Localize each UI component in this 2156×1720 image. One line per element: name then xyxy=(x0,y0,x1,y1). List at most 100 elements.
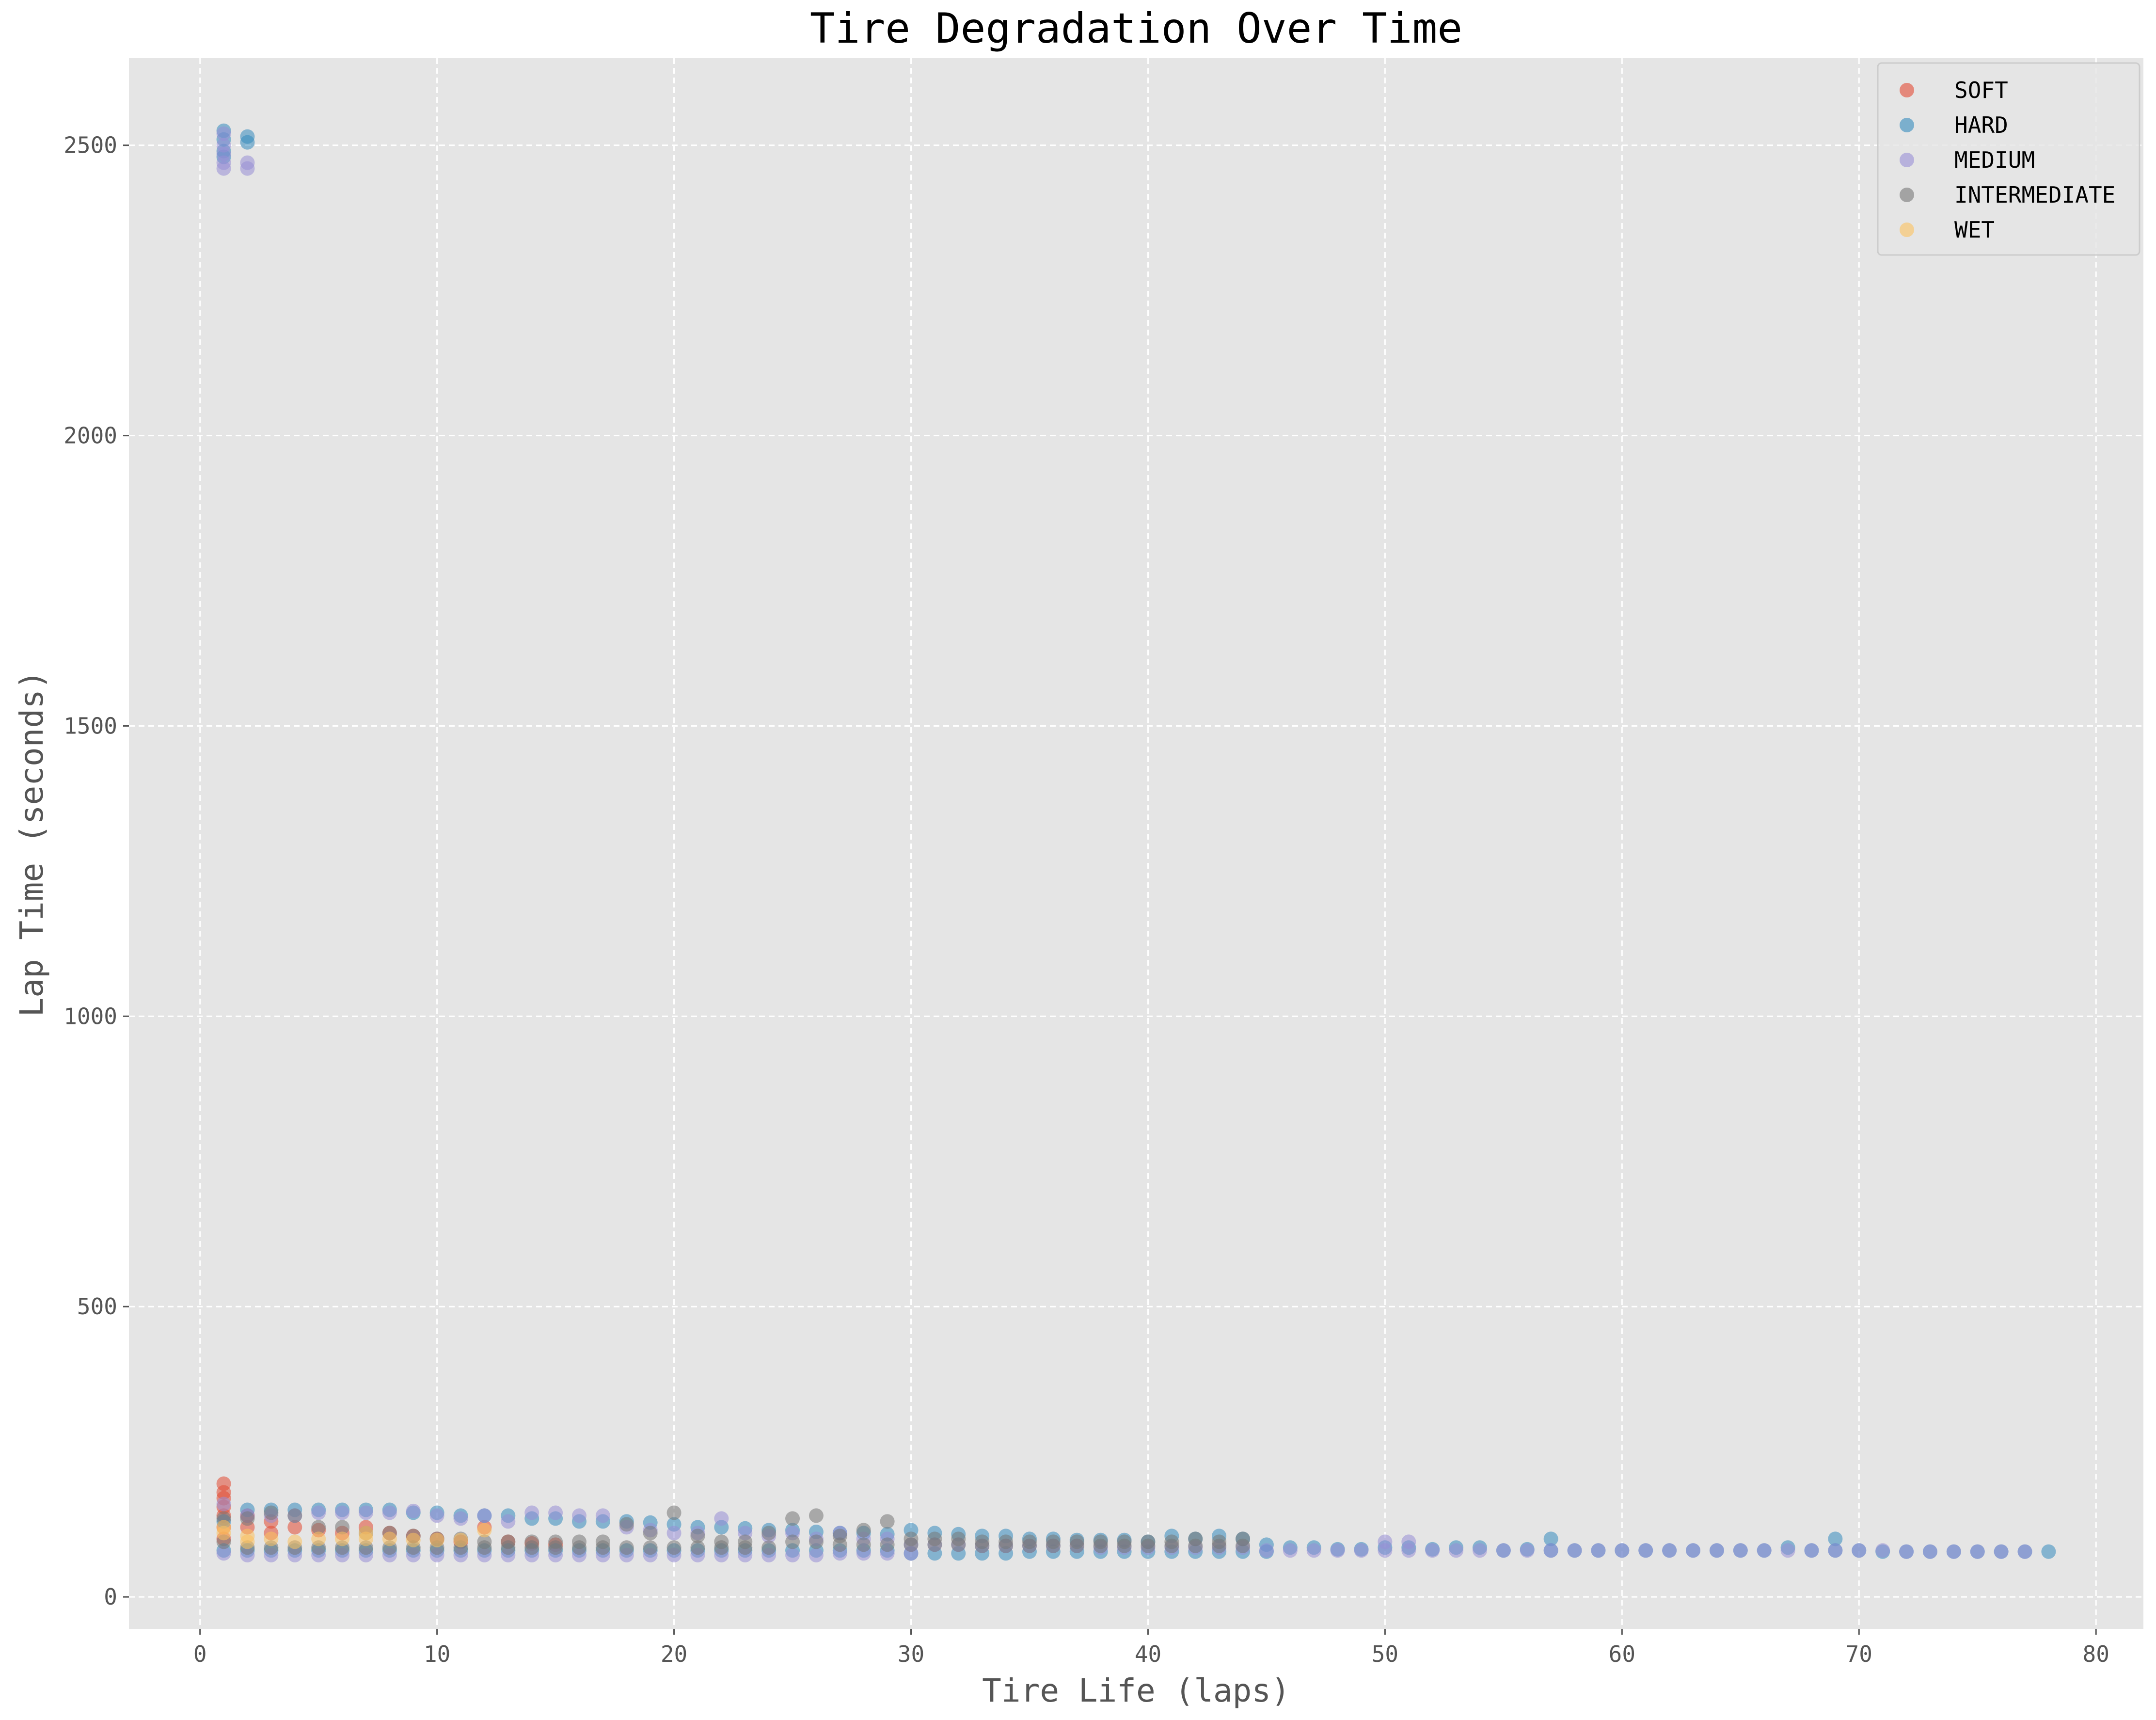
point-medium xyxy=(406,1503,421,1518)
point-medium xyxy=(1401,1543,1416,1558)
point-medium xyxy=(1543,1543,1558,1558)
point-medium xyxy=(477,1508,492,1523)
chart-title: Tire Degradation Over Time xyxy=(810,4,1462,53)
point-medium xyxy=(216,126,231,141)
legend-label-intermediate: INTERMEDIATE xyxy=(1954,182,2115,208)
y-tick-label: 500 xyxy=(77,1293,117,1320)
x-tick-label: 20 xyxy=(661,1641,687,1667)
point-medium xyxy=(666,1526,682,1541)
point-hard xyxy=(1543,1531,1558,1546)
legend-label-wet: WET xyxy=(1954,217,1995,243)
point-medium xyxy=(1259,1543,1274,1558)
legend-marker-wet xyxy=(1900,223,1914,237)
point-medium xyxy=(595,1508,610,1523)
point-medium xyxy=(785,1547,800,1562)
y-tick-label: 1000 xyxy=(63,1003,117,1029)
point-medium xyxy=(1520,1543,1535,1558)
point-intermediate xyxy=(761,1540,777,1555)
legend-box xyxy=(1877,62,2140,256)
legend-label-medium: MEDIUM xyxy=(1954,147,2035,173)
x-tick-label: 0 xyxy=(193,1641,207,1667)
point-intermediate xyxy=(690,1529,705,1544)
point-intermediate xyxy=(975,1538,990,1553)
point-medium xyxy=(524,1505,539,1520)
point-intermediate xyxy=(856,1537,871,1552)
point-medium xyxy=(358,1505,373,1520)
point-intermediate xyxy=(1022,1538,1037,1553)
point-medium xyxy=(1330,1543,1345,1558)
point-medium xyxy=(1875,1543,1890,1558)
point-medium xyxy=(808,1547,824,1562)
point-intermediate xyxy=(714,1540,729,1555)
point-hard xyxy=(240,135,255,150)
legend-label-hard: HARD xyxy=(1954,112,2008,138)
point-intermediate xyxy=(619,1517,634,1532)
legend-marker-intermediate xyxy=(1900,188,1914,202)
point-medium xyxy=(1638,1543,1653,1558)
x-tick-label: 70 xyxy=(1846,1641,1872,1667)
point-medium xyxy=(382,1505,397,1520)
point-hard xyxy=(2041,1544,2056,1559)
point-intermediate xyxy=(951,1537,966,1552)
grid xyxy=(129,58,2143,1629)
point-medium xyxy=(1852,1543,1867,1558)
point-wet xyxy=(429,1532,444,1547)
point-medium xyxy=(1757,1543,1772,1558)
series-medium xyxy=(216,126,2032,1562)
point-medium xyxy=(1686,1543,1701,1558)
point-intermediate xyxy=(1212,1538,1227,1553)
point-intermediate xyxy=(643,1540,658,1555)
point-medium xyxy=(1709,1543,1724,1558)
point-wet xyxy=(240,1534,255,1549)
legend: SOFT HARD MEDIUM INTERMEDIATE WET xyxy=(1877,62,2140,256)
point-medium xyxy=(311,1505,326,1520)
point-intermediate xyxy=(666,1505,682,1520)
point-wet xyxy=(287,1534,302,1549)
point-medium xyxy=(1472,1543,1487,1558)
point-medium xyxy=(1780,1543,1795,1558)
point-medium xyxy=(216,1546,231,1561)
point-intermediate xyxy=(1236,1538,1251,1553)
point-intermediate xyxy=(666,1540,682,1555)
point-intermediate xyxy=(1188,1538,1203,1553)
point-intermediate xyxy=(1117,1538,1132,1553)
points-layer xyxy=(216,123,2056,1562)
point-intermediate xyxy=(548,1540,563,1555)
point-intermediate xyxy=(1069,1538,1084,1553)
point-intermediate xyxy=(1141,1538,1156,1553)
point-intermediate xyxy=(264,1505,279,1520)
point-intermediate xyxy=(785,1534,800,1549)
point-medium xyxy=(548,1505,563,1520)
legend-marker-hard xyxy=(1900,118,1914,132)
point-medium xyxy=(501,1514,516,1529)
point-intermediate xyxy=(832,1537,847,1552)
plot-area xyxy=(129,58,2143,1629)
point-intermediate xyxy=(808,1534,824,1549)
point-intermediate xyxy=(335,1520,350,1535)
point-intermediate xyxy=(571,1540,587,1555)
point-intermediate xyxy=(524,1540,539,1555)
point-intermediate xyxy=(477,1540,492,1555)
point-wet xyxy=(335,1531,350,1546)
point-medium xyxy=(1994,1544,2009,1559)
point-intermediate xyxy=(880,1514,895,1529)
point-medium xyxy=(1804,1543,1819,1558)
point-intermediate xyxy=(738,1540,753,1555)
point-medium xyxy=(1378,1543,1393,1558)
point-medium xyxy=(714,1511,729,1526)
point-intermediate xyxy=(287,1508,302,1523)
point-intermediate xyxy=(880,1537,895,1552)
point-medium xyxy=(453,1511,468,1526)
point-medium xyxy=(1449,1543,1464,1558)
point-medium xyxy=(2017,1544,2032,1559)
point-medium xyxy=(1591,1543,1606,1558)
point-medium xyxy=(1496,1543,1511,1558)
point-intermediate xyxy=(808,1508,824,1523)
point-wet xyxy=(477,1523,492,1538)
x-axis-label: Tire Life (laps) xyxy=(982,1672,1290,1709)
point-medium xyxy=(1306,1543,1321,1558)
ticks: 0 10 20 30 40 50 60 70 80 0 500 1000 1500 2000 2500 xyxy=(63,132,2109,1667)
legend-label-soft: SOFT xyxy=(1954,77,2008,103)
